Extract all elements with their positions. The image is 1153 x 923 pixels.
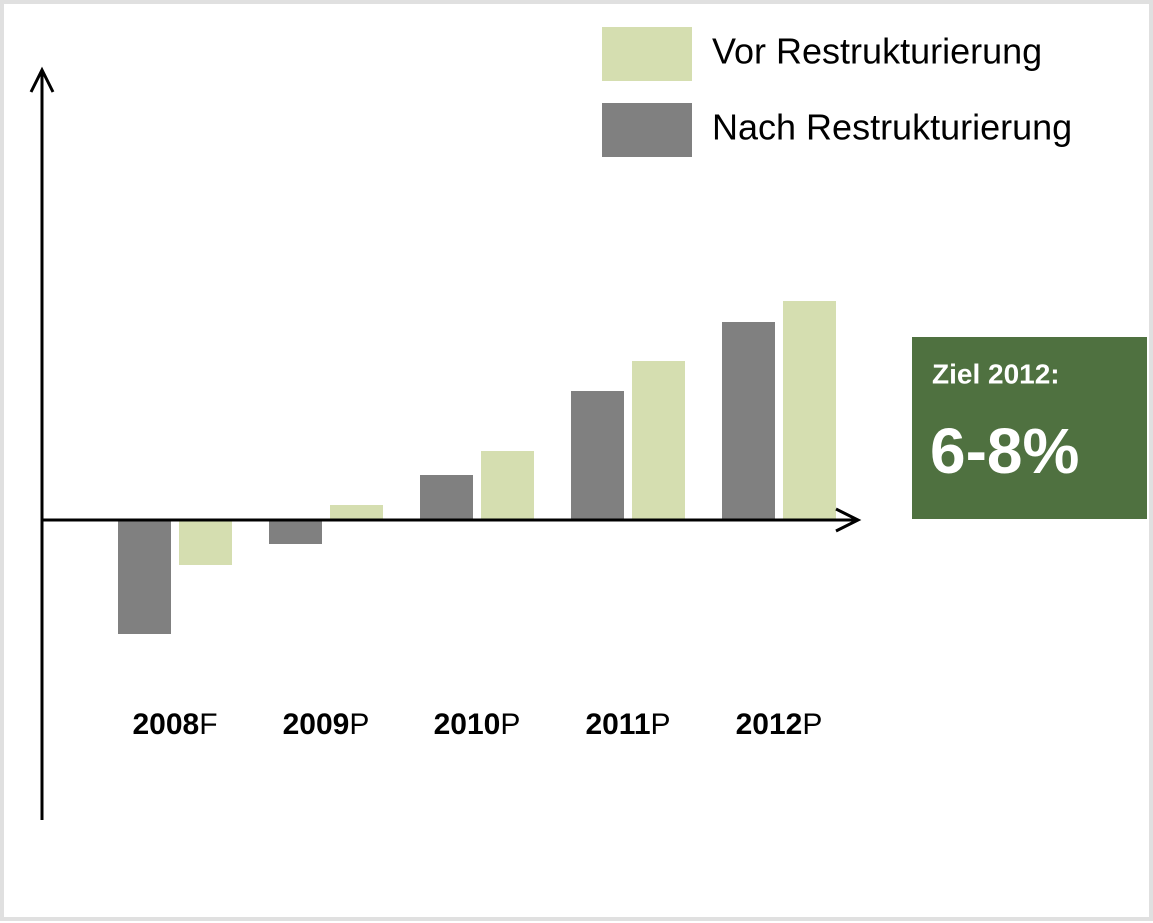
x-tick-label: 2010P xyxy=(434,708,521,741)
bar xyxy=(179,520,232,565)
bar xyxy=(632,361,685,520)
annotation-value: 6-8% xyxy=(930,415,1079,487)
x-tick-label: 2008F xyxy=(132,708,217,741)
bar xyxy=(330,505,383,520)
annotation-box xyxy=(912,337,1147,519)
bar xyxy=(783,301,836,520)
legend-swatch xyxy=(602,27,692,81)
x-tick-label: 2012P xyxy=(736,708,823,741)
x-tick-label: 2009P xyxy=(283,708,370,741)
x-tick-label: 2011P xyxy=(585,708,670,741)
legend-label: Nach Restrukturierung xyxy=(712,107,1072,148)
bar xyxy=(481,451,534,520)
y-axis-arrow xyxy=(29,66,55,93)
bar xyxy=(571,391,624,520)
bar xyxy=(722,322,775,520)
bar xyxy=(118,520,171,634)
legend-label: Vor Restrukturierung xyxy=(712,31,1042,72)
bar xyxy=(269,520,322,544)
x-axis-arrow xyxy=(835,507,862,533)
legend-swatch xyxy=(602,103,692,157)
annotation-label: Ziel 2012: xyxy=(932,358,1060,389)
bar xyxy=(420,475,473,520)
